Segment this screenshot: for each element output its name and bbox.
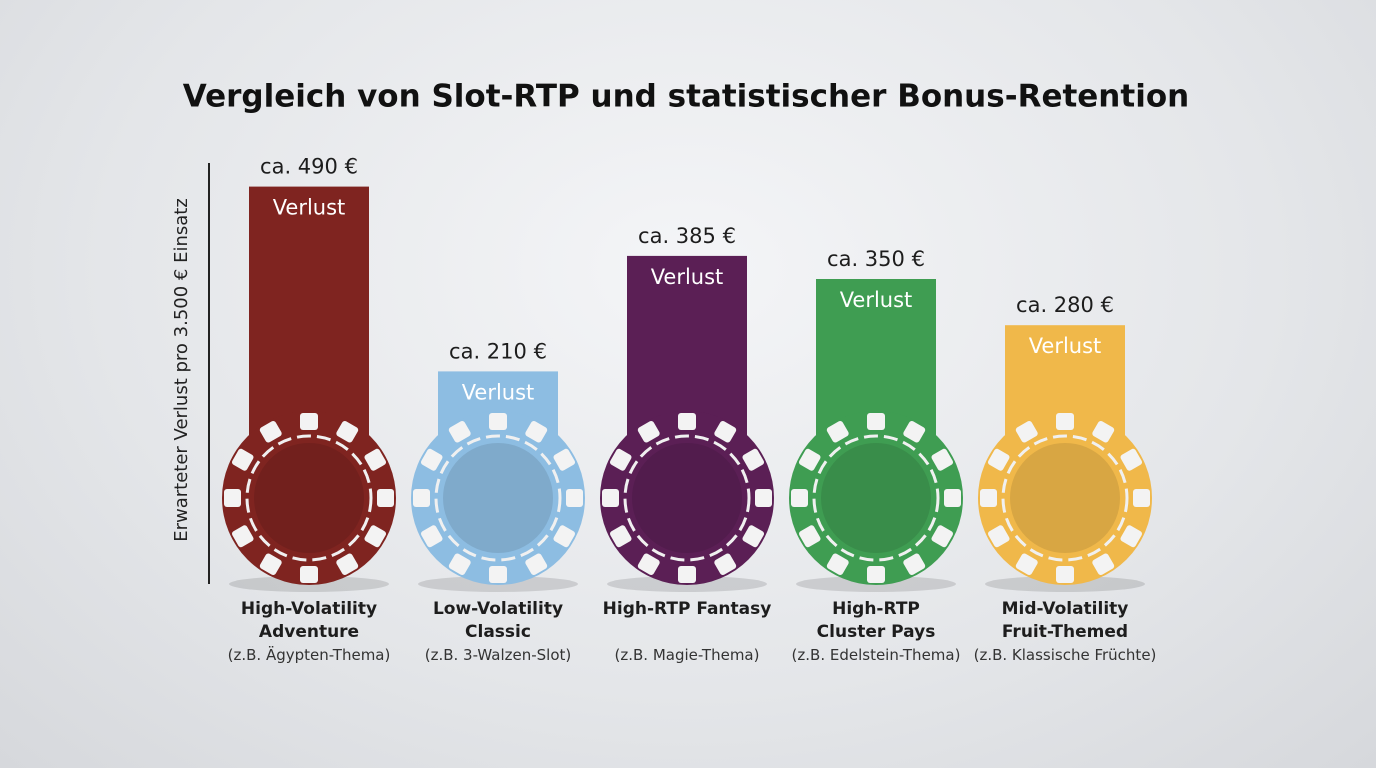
- chip-stripe: [637, 553, 660, 576]
- chip-stripe: [867, 566, 885, 583]
- chip-center: [254, 443, 364, 553]
- y-axis-label: Erwarteter Verlust pro 3.500 € Einsatz: [171, 198, 192, 542]
- bar-label: Verlust: [840, 288, 913, 312]
- chip-stripe: [791, 489, 808, 507]
- chip-stripe: [903, 553, 926, 576]
- chip-stripe: [231, 525, 254, 548]
- chip-stripe: [553, 525, 576, 548]
- chip-stripe: [489, 566, 507, 583]
- chip-stripe: [980, 489, 997, 507]
- value-label: ca. 385 €: [638, 224, 736, 248]
- chip-stripe: [448, 420, 471, 443]
- chip-stripe: [259, 553, 282, 576]
- chip-stripe: [1133, 489, 1150, 507]
- chip-stripe: [300, 413, 318, 430]
- chip-stripe: [931, 525, 954, 548]
- x-tick-label: High-RTP Fantasy: [602, 599, 772, 619]
- chip-stripe: [300, 566, 318, 583]
- x-tick-sublabel: (z.B. Klassische Früchte): [973, 646, 1157, 664]
- chip-stripe: [798, 525, 821, 548]
- chip-stripe: [1056, 413, 1074, 430]
- x-tick-sublabel: (z.B. Edelstein-Thema): [791, 646, 961, 664]
- chip-stripe: [231, 448, 254, 471]
- poker-chip: [600, 411, 774, 592]
- chip-stripe: [637, 420, 660, 443]
- chip-stripe: [525, 420, 548, 443]
- chip-stripe: [944, 489, 961, 507]
- chip-stripe: [364, 525, 387, 548]
- chip-stripe: [525, 553, 548, 576]
- chip-stripe: [742, 448, 765, 471]
- chip-stripe: [931, 448, 954, 471]
- chip-stripe: [903, 420, 926, 443]
- chip-stripe: [714, 420, 737, 443]
- chip-stripe: [1120, 525, 1143, 548]
- chip-stripe: [1056, 566, 1074, 583]
- chip-stripe: [826, 420, 849, 443]
- chip-stripe: [364, 448, 387, 471]
- value-label: ca. 490 €: [260, 155, 358, 179]
- chip-stripe: [714, 553, 737, 576]
- chip-stripe: [1015, 420, 1038, 443]
- chip-stripe: [609, 448, 632, 471]
- chip-stripe: [489, 413, 507, 430]
- bar-label: Verlust: [462, 380, 535, 404]
- chip-stripe: [826, 553, 849, 576]
- poker-chip: [222, 411, 396, 592]
- chip-stripe: [678, 413, 696, 430]
- chip-center: [632, 443, 742, 553]
- chip-stripe: [420, 448, 443, 471]
- chip-stripe: [987, 525, 1010, 548]
- chip-stripe: [678, 566, 696, 583]
- chip-stripe: [867, 413, 885, 430]
- chip-stripe: [798, 448, 821, 471]
- chip-stripe: [987, 448, 1010, 471]
- chip-stripe: [602, 489, 619, 507]
- chart-title: Vergleich von Slot-RTP und statistischer…: [183, 79, 1189, 115]
- value-label: ca. 350 €: [827, 247, 925, 271]
- chip-stripe: [553, 448, 576, 471]
- chip-ring: [245, 434, 373, 562]
- poker-chip: [411, 411, 585, 592]
- chip-stripe: [755, 489, 772, 507]
- chip-ring: [812, 434, 940, 562]
- chip-ring: [623, 434, 751, 562]
- chip-stripe: [377, 489, 394, 507]
- chip-ring: [434, 434, 562, 562]
- poker-chip: [978, 411, 1152, 592]
- chip-center: [821, 443, 931, 553]
- x-tick-label: Low-Volatility Classic: [432, 599, 564, 642]
- value-label: ca. 280 €: [1016, 293, 1114, 317]
- chip-stripe: [259, 420, 282, 443]
- chip-stripe: [1120, 448, 1143, 471]
- x-tick-sublabel: (z.B. 3-Walzen-Slot): [424, 646, 572, 664]
- bar-label: Verlust: [1029, 334, 1102, 358]
- x-tick-label: High-Volatility Adventure: [240, 599, 378, 642]
- x-tick-sublabel: (z.B. Magie-Thema): [614, 646, 760, 664]
- x-tick-label: Mid-Volatility Fruit-Themed: [1001, 599, 1129, 642]
- chip-ring: [1001, 434, 1129, 562]
- chip-stripe: [1092, 553, 1115, 576]
- x-tick-label: High-RTP Cluster Pays: [816, 599, 936, 642]
- chip-stripe: [336, 420, 359, 443]
- chip-stripe: [224, 489, 241, 507]
- bar-label: Verlust: [273, 196, 346, 220]
- value-label: ca. 210 €: [449, 339, 547, 363]
- bar-label: Verlust: [651, 265, 724, 289]
- chip-stripe: [413, 489, 430, 507]
- x-tick-sublabel: (z.B. Ägypten-Thema): [227, 646, 391, 664]
- poker-chip: [789, 411, 963, 592]
- chip-center: [1010, 443, 1120, 553]
- chip-stripe: [336, 553, 359, 576]
- chip-stripe: [1015, 553, 1038, 576]
- chip-center: [443, 443, 553, 553]
- chip-stripe: [566, 489, 583, 507]
- chip-stripe: [1092, 420, 1115, 443]
- chip-stripe: [742, 525, 765, 548]
- chip-stripe: [609, 525, 632, 548]
- chip-stripe: [420, 525, 443, 548]
- chip-stripe: [448, 553, 471, 576]
